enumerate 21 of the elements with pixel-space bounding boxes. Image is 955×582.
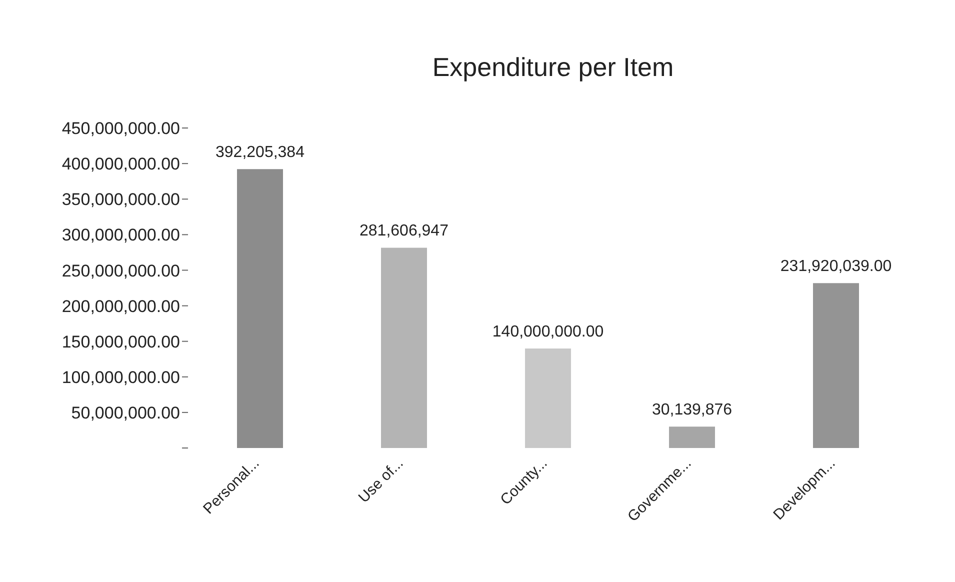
chart-title: Expenditure per Item <box>431 51 675 82</box>
data-label: 30,139,876 <box>652 402 732 419</box>
y-tick-label: 300,000,000.00 <box>62 226 180 245</box>
bar <box>237 169 283 448</box>
y-tick-label: 350,000,000.00 <box>62 190 180 210</box>
bar <box>669 426 715 448</box>
data-label: 231,920,039.00 <box>780 258 892 276</box>
y-tick-label: 450,000,000.00 <box>62 119 180 138</box>
data-label: 281,606,947 <box>360 222 449 240</box>
bar <box>813 283 859 448</box>
x-tick-label: Use of... <box>355 454 407 506</box>
data-label: 140,000,000.00 <box>492 323 604 340</box>
y-tick-label: 100,000,000.00 <box>62 368 180 387</box>
y-tick-label: 250,000,000.00 <box>62 261 180 280</box>
y-tick-label: 200,000,000.00 <box>62 296 180 316</box>
data-label: 392,205,384 <box>216 144 305 162</box>
y-tick-label: 400,000,000.00 <box>62 154 180 174</box>
bar <box>525 348 571 448</box>
y-tick-label: 50,000,000.00 <box>71 403 180 422</box>
y-tick-label: 150,000,000.00 <box>62 332 180 352</box>
bar <box>381 248 427 448</box>
